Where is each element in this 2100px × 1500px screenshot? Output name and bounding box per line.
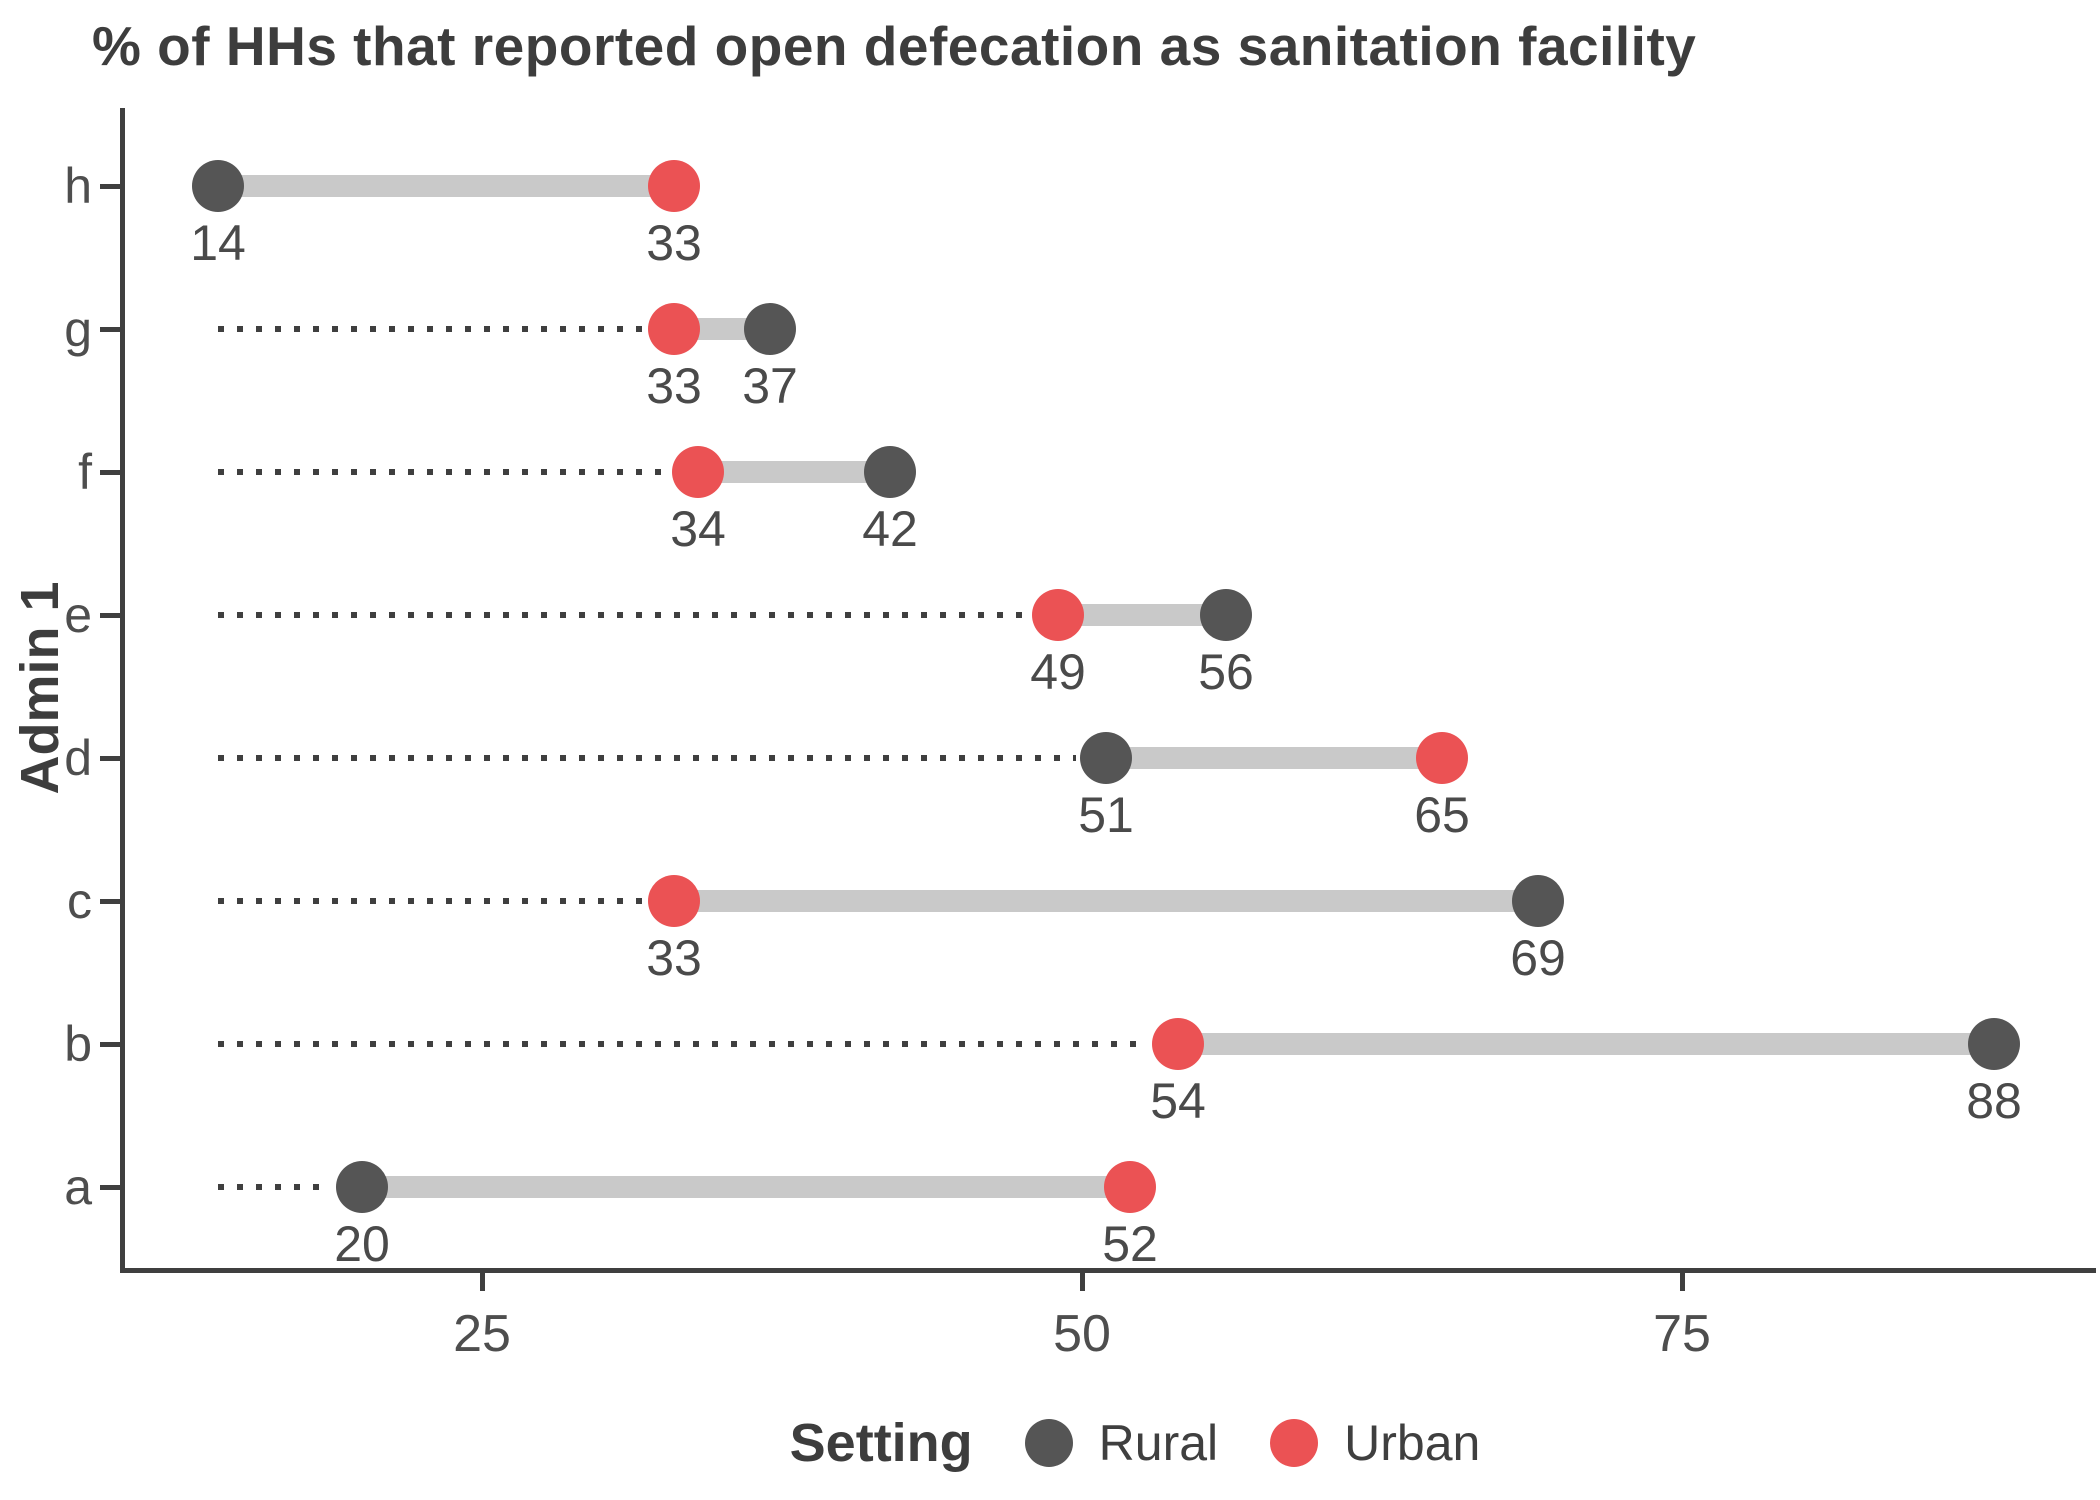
rural-dot xyxy=(1968,1018,2020,1070)
leader-line xyxy=(218,1184,332,1190)
urban-dot xyxy=(648,303,700,355)
rural-value-label: 69 xyxy=(1510,930,1566,986)
y-tick-mark xyxy=(100,612,122,618)
urban-dot xyxy=(672,446,724,498)
leader-line xyxy=(218,612,1028,618)
urban-value-label: 33 xyxy=(646,930,702,986)
leader-line xyxy=(218,326,644,332)
urban-value-label: 54 xyxy=(1150,1073,1206,1129)
rural-dot xyxy=(744,303,796,355)
connector-bar xyxy=(1178,1033,1994,1055)
rural-value-label: 88 xyxy=(1966,1073,2022,1129)
y-category-label: c xyxy=(67,873,92,929)
y-category-label: f xyxy=(78,444,92,500)
urban-dot xyxy=(648,160,700,212)
rural-value-label: 20 xyxy=(334,1216,390,1272)
y-tick-mark xyxy=(100,898,122,904)
connector-bar xyxy=(698,461,890,483)
y-category-label: h xyxy=(64,158,92,214)
urban-swatch-icon xyxy=(1270,1419,1319,1467)
x-tick-mark xyxy=(1079,1273,1085,1291)
chart-title: % of HHs that reported open defecation a… xyxy=(92,15,1697,77)
y-category-label: g xyxy=(64,301,92,357)
y-category-label: a xyxy=(64,1159,92,1215)
x-axis-line xyxy=(120,1268,2096,1273)
connector-bar xyxy=(1106,747,1442,769)
rural-dot xyxy=(336,1161,388,1213)
urban-value-label: 33 xyxy=(646,215,702,271)
urban-dot xyxy=(1416,732,1468,784)
urban-value-label: 52 xyxy=(1102,1216,1158,1272)
rural-dot xyxy=(864,446,916,498)
urban-value-label: 34 xyxy=(670,501,726,557)
y-tick-mark xyxy=(100,326,122,332)
connector-bar xyxy=(218,175,674,197)
x-tick-label: 25 xyxy=(453,1305,511,1363)
x-tick-label: 75 xyxy=(1653,1305,1711,1363)
legend-item-rural: Rural xyxy=(1024,1414,1219,1472)
urban-value-label: 49 xyxy=(1030,644,1086,700)
rural-value-label: 14 xyxy=(190,215,246,271)
urban-dot xyxy=(1152,1018,1204,1070)
legend: Setting Rural Urban xyxy=(0,1398,2100,1488)
urban-value-label: 65 xyxy=(1414,787,1470,843)
rural-dot xyxy=(1080,732,1132,784)
rural-dot xyxy=(1512,875,1564,927)
urban-dot xyxy=(1104,1161,1156,1213)
y-category-label: d xyxy=(64,730,92,786)
legend-label-rural: Rural xyxy=(1098,1415,1219,1471)
rural-swatch-icon xyxy=(1024,1419,1073,1467)
rural-value-label: 42 xyxy=(862,501,918,557)
urban-dot xyxy=(648,875,700,927)
leader-line xyxy=(218,469,668,475)
connector-bar xyxy=(1058,604,1226,626)
y-tick-mark xyxy=(100,1184,122,1190)
x-tick-mark xyxy=(1679,1273,1685,1291)
urban-value-label: 33 xyxy=(646,358,702,414)
leader-line xyxy=(218,898,644,904)
rural-value-label: 56 xyxy=(1198,644,1254,700)
y-tick-mark xyxy=(100,183,122,189)
y-category-label: b xyxy=(64,1016,92,1072)
rural-dot xyxy=(192,160,244,212)
leader-line xyxy=(218,1041,1148,1047)
y-tick-mark xyxy=(100,1041,122,1047)
leader-line xyxy=(218,755,1076,761)
rural-value-label: 51 xyxy=(1078,787,1134,843)
y-category-label: e xyxy=(64,587,92,643)
y-tick-mark xyxy=(100,755,122,761)
connector-bar xyxy=(674,890,1538,912)
y-tick-mark xyxy=(100,469,122,475)
rural-value-label: 37 xyxy=(742,358,798,414)
legend-item-urban: Urban xyxy=(1270,1414,1480,1472)
y-axis-line xyxy=(120,108,125,1273)
connector-bar xyxy=(362,1176,1130,1198)
x-tick-label: 50 xyxy=(1053,1305,1111,1363)
x-tick-mark xyxy=(479,1273,485,1291)
legend-label-urban: Urban xyxy=(1344,1415,1481,1471)
rural-dot xyxy=(1200,589,1252,641)
urban-dot xyxy=(1032,589,1084,641)
legend-title: Setting xyxy=(789,1413,973,1473)
